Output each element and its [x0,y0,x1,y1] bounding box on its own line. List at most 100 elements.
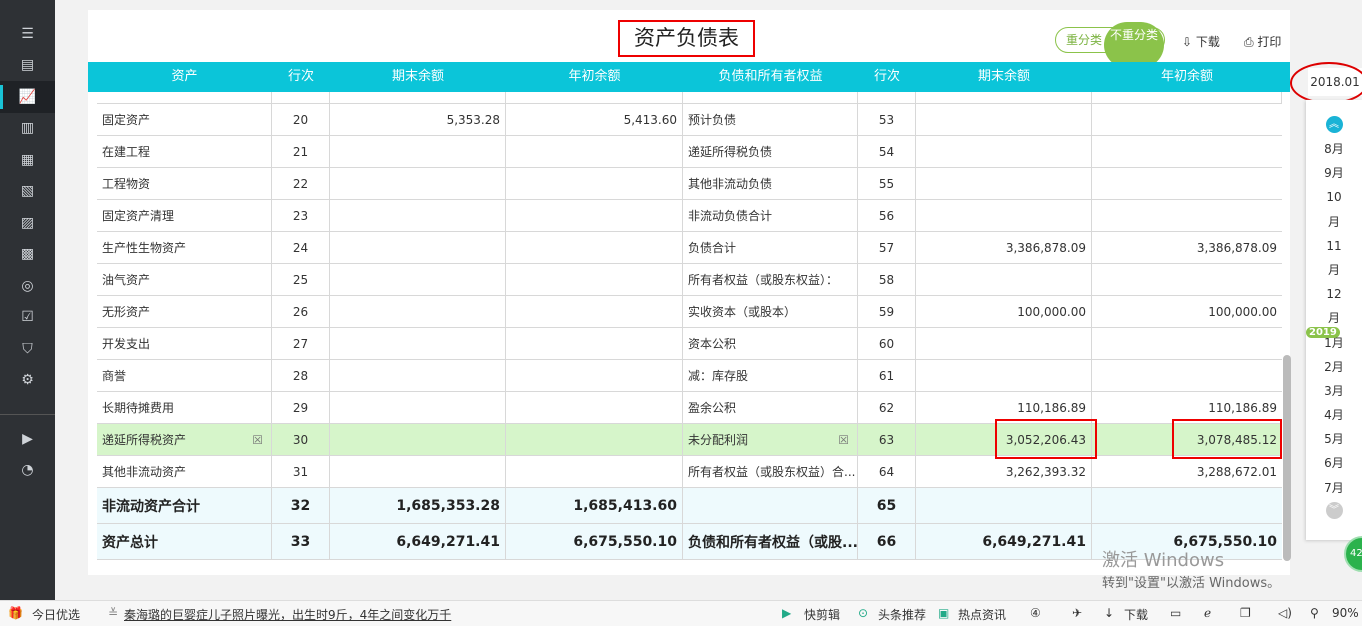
status-item-headlines[interactable]: 头条推荐 [878,608,927,622]
asset-ending-balance[interactable] [330,168,506,199]
asset-ending-balance[interactable] [330,328,506,359]
sidebar-item-building[interactable]: ▥ [0,113,55,145]
month-item[interactable]: 6月 [1324,456,1344,471]
restore-icon[interactable]: ❐ [1240,606,1251,620]
sidebar-item-store[interactable]: ▨ [0,207,55,239]
liability-ending-balance[interactable] [916,168,1092,199]
asset-opening-balance[interactable] [506,296,683,327]
asset-ending-balance[interactable] [330,392,506,423]
sidebar-item-chart[interactable]: 📈 [0,81,55,113]
liability-opening-balance[interactable] [1092,104,1282,135]
month-item[interactable]: 12 [1326,287,1342,302]
month-item[interactable]: 3月 [1324,383,1344,398]
toggle-off-label[interactable]: 重分类 [1066,33,1103,47]
liability-opening-balance[interactable]: 110,186.89 [1208,400,1277,415]
reclassify-toggle[interactable]: 重分类 不重分类 [1055,22,1165,68]
sidebar-item-report[interactable]: ▩ [0,239,55,271]
asset-ending-balance[interactable] [330,456,506,487]
sidebar-item-calendar[interactable]: ▦ [0,144,55,176]
sidebar-item-gear[interactable]: ⚙ [0,365,55,397]
sidebar-item-list[interactable]: ☰ [0,18,55,50]
asset-ending-balance[interactable] [330,232,506,263]
sidebar-item-checklist[interactable]: ☑ [0,302,55,334]
daily-picks[interactable]: 今日优选 [32,608,81,622]
zoom-icon[interactable]: ⚲ [1310,606,1319,620]
notification-badge[interactable]: 42 [1344,536,1362,572]
asset-opening-balance[interactable] [506,456,683,487]
asset-opening-balance[interactable] [506,392,683,423]
edit-icon[interactable]: ☒ [838,432,849,447]
liability-ending-balance[interactable] [916,136,1092,167]
liability-opening-balance[interactable] [1092,264,1282,295]
month-item[interactable]: 10 [1326,190,1342,205]
browser-icon[interactable]: ℯ [1204,606,1212,620]
status-item-clip[interactable]: 快剪辑 [804,608,841,622]
liability-ending-balance[interactable] [916,360,1092,391]
liability-ending-balance[interactable]: 110,186.89 [916,392,1092,423]
sidebar-item-shield[interactable]: ⛉ [0,333,55,365]
asset-opening-balance[interactable] [506,360,683,391]
edit-icon[interactable]: ☒ [252,432,263,447]
month-item[interactable]: 4月 [1324,408,1344,423]
liability-ending-balance[interactable]: 3,386,878.09 [916,232,1092,263]
liability-opening-balance[interactable]: 100,000.00 [1208,304,1277,319]
sidebar-item-ledger[interactable]: ▧ [0,176,55,208]
scroll-down-icon[interactable]: ︾ [1325,501,1343,519]
liability-ending-balance[interactable]: 100,000.00 [916,296,1092,327]
liability-ending-balance[interactable] [916,328,1092,359]
asset-opening-balance[interactable]: 5,413.60 [506,104,683,135]
month-item[interactable]: 8月 [1324,142,1344,156]
liability-ending-balance[interactable]: 3,052,206.43 [916,424,1092,455]
month-item[interactable]: 9月 [1324,166,1344,181]
liability-ending-balance[interactable] [916,264,1092,295]
news-link[interactable]: 秦海璐的巨婴症儿子照片曝光，出生时9斤，4年之间变化万千 [124,608,452,622]
asset-ending-balance[interactable] [330,424,506,455]
sidebar-item-video[interactable]: ▶ [0,423,55,455]
asset-ending-balance[interactable]: 5,353.28 [330,104,506,135]
liability-opening-balance[interactable] [1092,360,1282,391]
month-item[interactable]: 月 [1327,262,1340,277]
month-item[interactable]: 5月 [1324,432,1344,447]
status-item-hot[interactable]: 热点资讯 [958,608,1007,622]
month-item[interactable]: 11 [1326,238,1342,253]
scroll-up-icon[interactable]: ︽ [1325,116,1343,133]
asset-opening-balance[interactable] [506,136,683,167]
asset-opening-balance[interactable] [506,424,683,455]
asset-opening-balance[interactable] [506,200,683,231]
status-download[interactable]: 下载 [1124,608,1149,622]
month-item[interactable]: 7月 [1324,480,1344,495]
asset-ending-balance[interactable] [330,264,506,295]
asset-ending-balance[interactable] [330,296,506,327]
liability-ending-balance[interactable] [916,104,1092,135]
liability-opening-balance[interactable]: 3,386,878.09 [1196,240,1277,255]
month-item[interactable]: 2月 [1324,359,1344,374]
liability-opening-balance[interactable]: 3,078,485.12 [1196,432,1277,447]
asset-opening-balance[interactable] [506,232,683,263]
liability-opening-balance[interactable] [1092,136,1282,167]
speed-icon[interactable]: ④ [1030,606,1041,620]
table-scrollbar[interactable] [1283,355,1291,561]
liability-opening-balance[interactable] [1092,168,1282,199]
sidebar-item-speed[interactable]: ◔ [0,455,55,487]
asset-ending-balance[interactable] [330,136,506,167]
liability-ending-balance[interactable] [916,200,1092,231]
pin-icon[interactable]: ✈ [1072,606,1083,620]
month-item[interactable]: 月 [1327,311,1340,326]
asset-opening-balance[interactable] [506,168,683,199]
asset-opening-balance[interactable] [506,328,683,359]
zoom-level[interactable]: 90% [1332,606,1359,620]
download-button[interactable]: ⇩ 下载 [1182,33,1220,50]
liability-opening-balance[interactable] [1092,200,1282,231]
window-icon[interactable]: ▭ [1170,606,1182,620]
volume-icon[interactable]: ◁) [1278,606,1292,620]
sidebar-item-coins[interactable]: ◎ [0,270,55,302]
month-item[interactable]: 1月 [1324,335,1344,350]
asset-ending-balance[interactable] [330,200,506,231]
asset-opening-balance[interactable] [506,264,683,295]
toggle-on-label[interactable]: 不重分类 [1104,22,1164,68]
sidebar-item-voucher[interactable]: ▤ [0,50,55,82]
liability-ending-balance[interactable]: 3,262,393.32 [916,456,1092,487]
liability-opening-balance[interactable] [1092,328,1282,359]
liability-opening-balance[interactable]: 3,288,672.01 [1196,464,1277,479]
month-item[interactable]: 月 [1327,214,1340,229]
